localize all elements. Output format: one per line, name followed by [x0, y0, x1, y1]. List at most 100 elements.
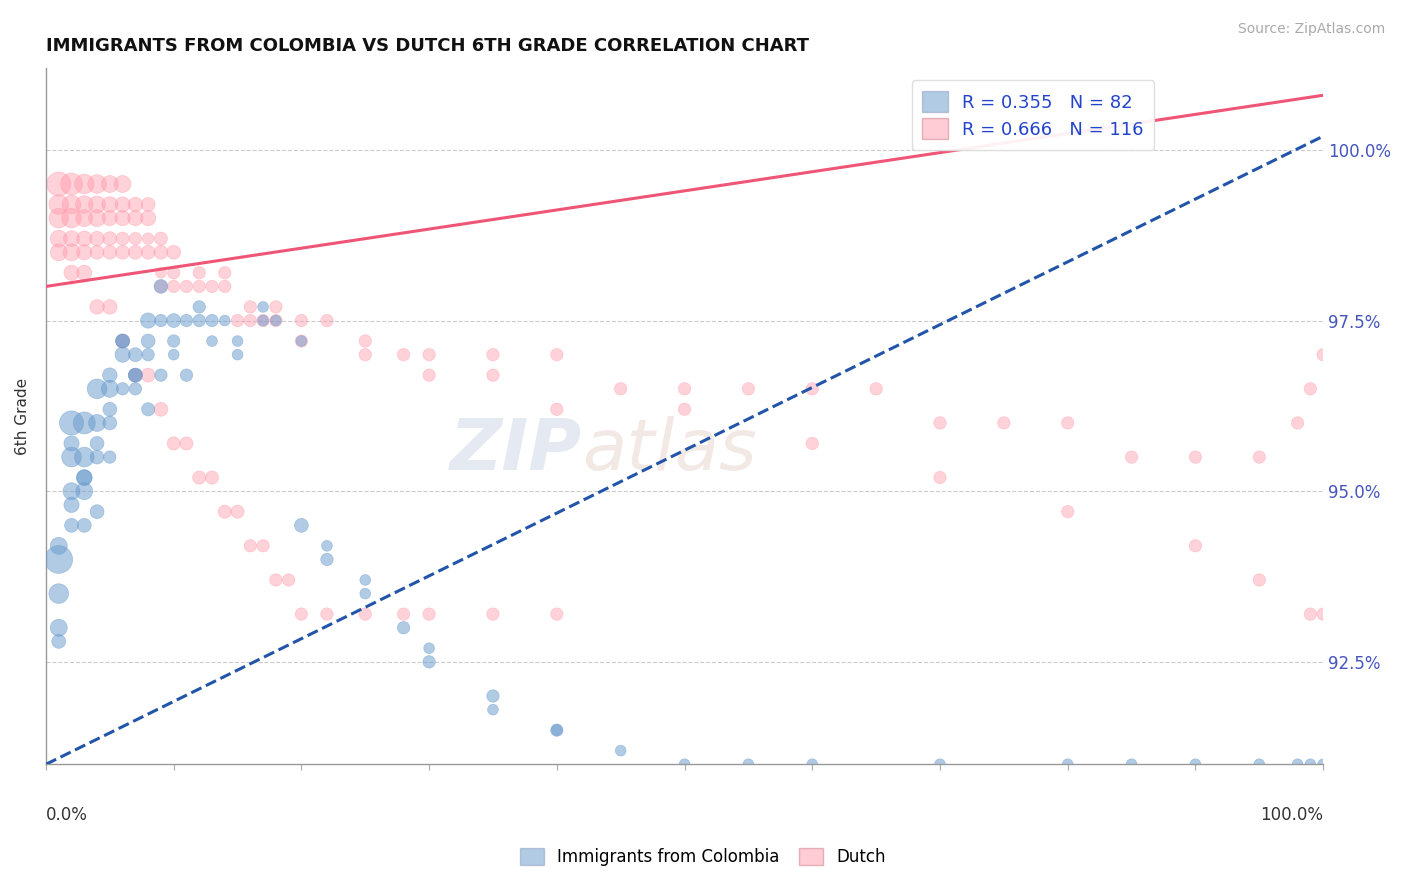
Point: [98, 177, 121, 191]
Point: [201, 279, 224, 293]
Point: [482, 703, 505, 717]
Point: [136, 211, 159, 226]
Point: [48, 232, 70, 246]
Point: [86, 197, 108, 211]
Point: [111, 334, 134, 348]
Point: [111, 211, 134, 226]
Point: [392, 607, 415, 621]
Point: [163, 348, 186, 362]
Point: [136, 245, 159, 260]
Point: [60, 266, 83, 280]
Point: [86, 505, 108, 519]
Point: [929, 757, 952, 772]
Y-axis label: 6th Grade: 6th Grade: [15, 377, 30, 455]
Point: [48, 586, 70, 600]
Point: [149, 232, 172, 246]
Point: [60, 245, 83, 260]
Legend: R = 0.355   N = 82, R = 0.666   N = 116: R = 0.355 N = 82, R = 0.666 N = 116: [911, 80, 1154, 150]
Point: [290, 607, 312, 621]
Point: [73, 470, 96, 484]
Point: [1184, 757, 1206, 772]
Point: [86, 245, 108, 260]
Point: [239, 313, 262, 327]
Point: [354, 334, 377, 348]
Point: [418, 607, 440, 621]
Point: [1249, 573, 1271, 587]
Point: [609, 382, 631, 396]
Point: [48, 539, 70, 553]
Point: [60, 232, 83, 246]
Point: [124, 232, 146, 246]
Point: [214, 313, 236, 327]
Point: [1121, 450, 1143, 464]
Point: [60, 484, 83, 499]
Point: [418, 641, 440, 656]
Point: [482, 689, 505, 703]
Point: [865, 382, 887, 396]
Point: [226, 348, 249, 362]
Point: [98, 368, 121, 383]
Point: [73, 450, 96, 464]
Point: [60, 436, 83, 450]
Text: IMMIGRANTS FROM COLOMBIA VS DUTCH 6TH GRADE CORRELATION CHART: IMMIGRANTS FROM COLOMBIA VS DUTCH 6TH GR…: [46, 37, 808, 55]
Point: [392, 348, 415, 362]
Point: [111, 177, 134, 191]
Point: [1312, 757, 1334, 772]
Point: [98, 245, 121, 260]
Point: [86, 450, 108, 464]
Point: [136, 348, 159, 362]
Point: [48, 621, 70, 635]
Point: [73, 177, 96, 191]
Point: [673, 757, 696, 772]
Point: [1286, 416, 1309, 430]
Point: [188, 300, 211, 314]
Point: [188, 279, 211, 293]
Point: [60, 211, 83, 226]
Point: [482, 348, 505, 362]
Point: [73, 211, 96, 226]
Point: [546, 402, 568, 417]
Point: [176, 279, 198, 293]
Point: [98, 416, 121, 430]
Point: [1299, 382, 1322, 396]
Point: [1299, 607, 1322, 621]
Point: [163, 279, 186, 293]
Point: [418, 348, 440, 362]
Point: [354, 348, 377, 362]
Point: [73, 197, 96, 211]
Point: [354, 607, 377, 621]
Point: [73, 470, 96, 484]
Point: [86, 416, 108, 430]
Point: [149, 402, 172, 417]
Point: [111, 334, 134, 348]
Point: [136, 402, 159, 417]
Point: [1312, 607, 1334, 621]
Text: 0.0%: 0.0%: [46, 806, 87, 824]
Point: [188, 313, 211, 327]
Point: [86, 382, 108, 396]
Point: [226, 334, 249, 348]
Point: [214, 266, 236, 280]
Point: [60, 197, 83, 211]
Point: [252, 539, 274, 553]
Point: [239, 300, 262, 314]
Point: [546, 723, 568, 738]
Point: [264, 300, 287, 314]
Point: [188, 470, 211, 484]
Point: [86, 436, 108, 450]
Point: [136, 197, 159, 211]
Point: [73, 416, 96, 430]
Point: [124, 382, 146, 396]
Point: [546, 723, 568, 738]
Point: [546, 348, 568, 362]
Point: [73, 232, 96, 246]
Point: [316, 539, 339, 553]
Point: [60, 416, 83, 430]
Point: [60, 518, 83, 533]
Point: [60, 498, 83, 512]
Point: [316, 552, 339, 566]
Point: [1184, 450, 1206, 464]
Point: [290, 334, 312, 348]
Point: [98, 382, 121, 396]
Point: [48, 197, 70, 211]
